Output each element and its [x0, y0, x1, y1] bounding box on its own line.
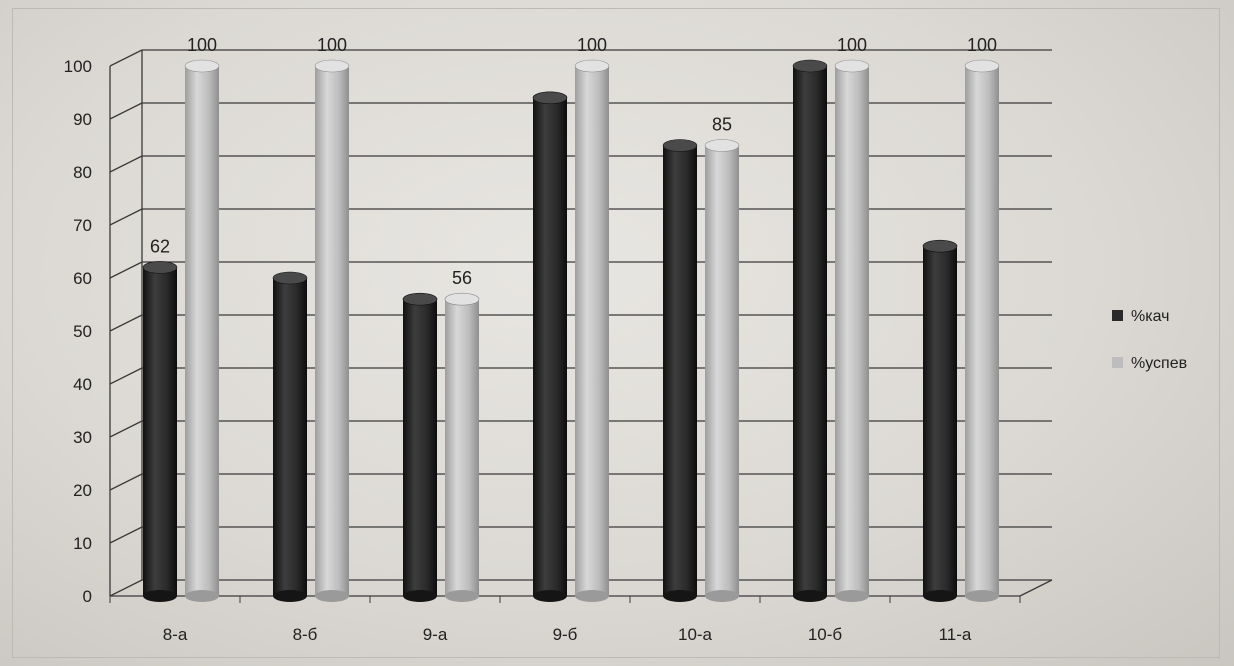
bar-base	[923, 590, 957, 602]
bar-1-10-а	[663, 145, 697, 596]
bar-1-8-а	[143, 267, 177, 596]
y-tick-label: 70	[73, 216, 92, 235]
gridline-slant	[109, 208, 143, 226]
y-tick-label: 20	[73, 481, 92, 500]
bar-base	[315, 590, 349, 602]
bar-cap	[402, 292, 438, 306]
data-label: 100	[967, 35, 997, 55]
bar-base	[663, 590, 697, 602]
y-tick-label: 60	[73, 269, 92, 288]
bar-cap	[444, 292, 480, 306]
bar-cap	[532, 91, 568, 105]
y-tick-label: 10	[73, 534, 92, 553]
bar-cap	[792, 59, 828, 73]
x-category-label: 8-а	[163, 625, 188, 644]
y-tick-label: 40	[73, 375, 92, 394]
bar-2-10-а	[705, 145, 739, 596]
legend-swatch-series-2	[1112, 357, 1123, 368]
bars	[142, 59, 1000, 602]
data-label: 85	[712, 115, 732, 135]
bar-2-10-б	[835, 66, 869, 596]
data-label: 100	[187, 35, 217, 55]
x-category-label: 9-б	[553, 625, 578, 644]
gridline-slant	[109, 473, 143, 491]
bar-base	[445, 590, 479, 602]
bar-cap	[184, 59, 220, 73]
bar-cap	[704, 139, 740, 152]
bar-cap	[964, 59, 1000, 73]
x-category-label: 10-б	[808, 625, 843, 644]
bar-2-9-б	[575, 66, 609, 596]
gridline-slant	[109, 314, 143, 332]
data-label: 62	[150, 236, 170, 256]
legend-label-series-2: %успев	[1131, 355, 1187, 372]
x-category-label: 11-а	[939, 625, 972, 644]
bar-1-9-б	[533, 97, 567, 597]
bar-cap	[272, 271, 308, 285]
bar-cap	[574, 59, 610, 73]
data-label: 100	[577, 35, 607, 55]
bar-base	[143, 590, 177, 602]
x-category-label: 9-а	[423, 625, 448, 644]
bar-1-10-б	[793, 66, 827, 596]
y-tick-label: 50	[73, 322, 92, 341]
legend-swatch-series-1	[1112, 310, 1123, 321]
bar-base	[575, 590, 609, 602]
legend: %кач %успев	[1112, 308, 1187, 372]
bar-cap	[662, 139, 698, 152]
bar-base	[403, 590, 437, 602]
chart-frame	[12, 8, 1220, 658]
y-tick-label: 90	[73, 110, 92, 129]
bar-2-9-а	[445, 299, 479, 596]
x-category-label: 10-а	[678, 625, 713, 644]
bar-base	[793, 590, 827, 602]
labels: 0 10 20 30 40 50 60 70 80 90 100 8-а 62 100 8-б 100 9-а 5…	[64, 35, 997, 644]
data-label: 56	[452, 268, 472, 288]
gridline-slant	[109, 579, 143, 597]
gridline-slant	[109, 155, 143, 173]
bar-base	[533, 590, 567, 602]
floor-edge	[1019, 579, 1053, 597]
data-label: 100	[317, 35, 347, 55]
y-tick-label: 30	[73, 428, 92, 447]
bar-1-9-а	[403, 299, 437, 596]
bar-1-11-а	[923, 246, 957, 596]
bar-2-11-а	[965, 66, 999, 596]
x-category-label: 8-б	[293, 625, 318, 644]
bar-2-8-а	[185, 66, 219, 596]
data-label: 100	[837, 35, 867, 55]
gridline-slant	[109, 420, 143, 438]
gridline-slant	[109, 526, 143, 544]
bar-base	[965, 590, 999, 602]
gridline-slant	[109, 367, 143, 385]
bar-base	[185, 590, 219, 602]
bar-cap	[834, 59, 870, 73]
bar-1-8-б	[273, 278, 307, 596]
gridline-slant	[109, 102, 143, 120]
y-tick-label: 0	[83, 587, 92, 606]
legend-label-series-1: %кач	[1131, 308, 1169, 325]
y-tick-label: 80	[73, 163, 92, 182]
bar-cap	[142, 261, 178, 274]
bar-cap	[922, 239, 958, 253]
gridline-slant	[109, 261, 143, 279]
gridline-slant	[109, 49, 143, 67]
y-tick-label: 100	[64, 57, 92, 76]
bar-2-8-б	[315, 66, 349, 596]
bar-base	[835, 590, 869, 602]
bar-base	[705, 590, 739, 602]
bar-base	[273, 590, 307, 602]
bar-cap	[314, 59, 350, 73]
